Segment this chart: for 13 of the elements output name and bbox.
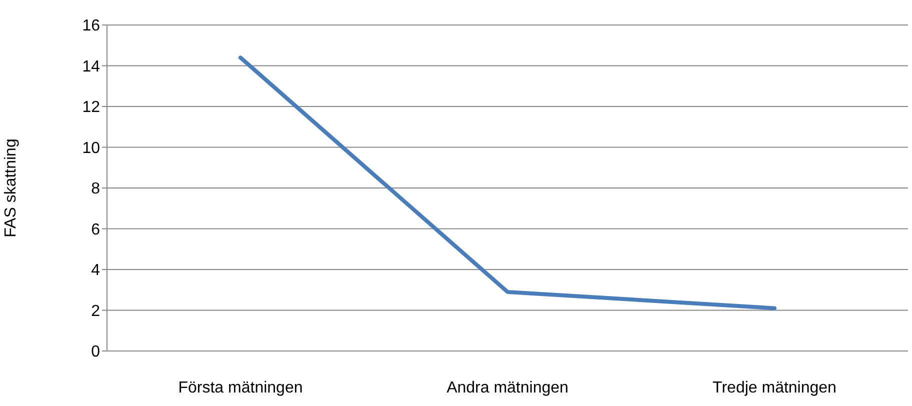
y-tick-label: 12 bbox=[82, 99, 100, 116]
y-tick-label: 6 bbox=[91, 221, 100, 238]
x-tick-label: Första mätningen bbox=[178, 379, 303, 396]
y-tick-label: 14 bbox=[82, 58, 100, 76]
y-axis-title: FAS skattning bbox=[2, 138, 20, 238]
y-tick-label: 2 bbox=[91, 302, 100, 320]
y-tick-label: 4 bbox=[91, 262, 100, 280]
y-tick-label: 16 bbox=[82, 18, 100, 35]
x-tick-label: Tredje mätningen bbox=[712, 379, 836, 396]
y-tick-label: 8 bbox=[91, 180, 100, 198]
y-tick-label: 10 bbox=[82, 140, 100, 157]
x-tick-label: Andra mätningen bbox=[446, 379, 568, 396]
y-tick-label: 0 bbox=[91, 344, 100, 361]
